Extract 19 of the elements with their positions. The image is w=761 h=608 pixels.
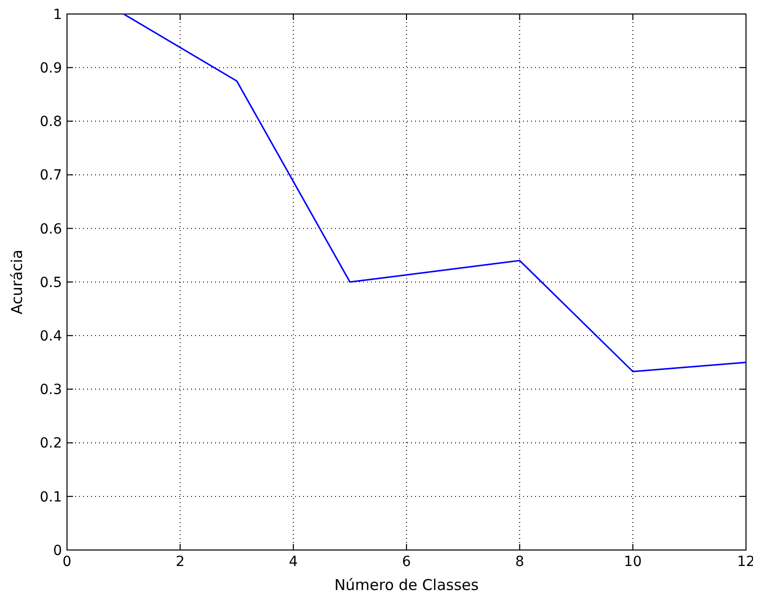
x-tick-label: 6 bbox=[402, 554, 412, 570]
y-axis-title: Acurácia bbox=[8, 250, 26, 314]
y-tick-label: 0.5 bbox=[40, 274, 62, 291]
y-tick-label: 0.2 bbox=[40, 436, 62, 452]
x-tick-label: 4 bbox=[288, 554, 298, 570]
x-tick-label: 2 bbox=[176, 554, 185, 570]
x-tick-label: 10 bbox=[624, 554, 642, 570]
y-tick-label: 0.3 bbox=[40, 382, 62, 398]
y-tick-label: 0.1 bbox=[40, 489, 62, 506]
y-tick-label: 0.4 bbox=[40, 328, 62, 344]
y-tick-label: 0 bbox=[53, 542, 62, 559]
y-tick-label: 0.9 bbox=[40, 60, 62, 76]
x-tick-label: 8 bbox=[515, 554, 524, 570]
y-tick-label: 0.8 bbox=[40, 114, 62, 130]
line-series bbox=[122, 13, 747, 372]
x-axis-title: Número de Classes bbox=[334, 576, 479, 594]
y-tick-label: 0.6 bbox=[40, 221, 62, 238]
y-tick-label: 1 bbox=[53, 6, 62, 23]
y-tick-label: 0.7 bbox=[40, 168, 62, 184]
